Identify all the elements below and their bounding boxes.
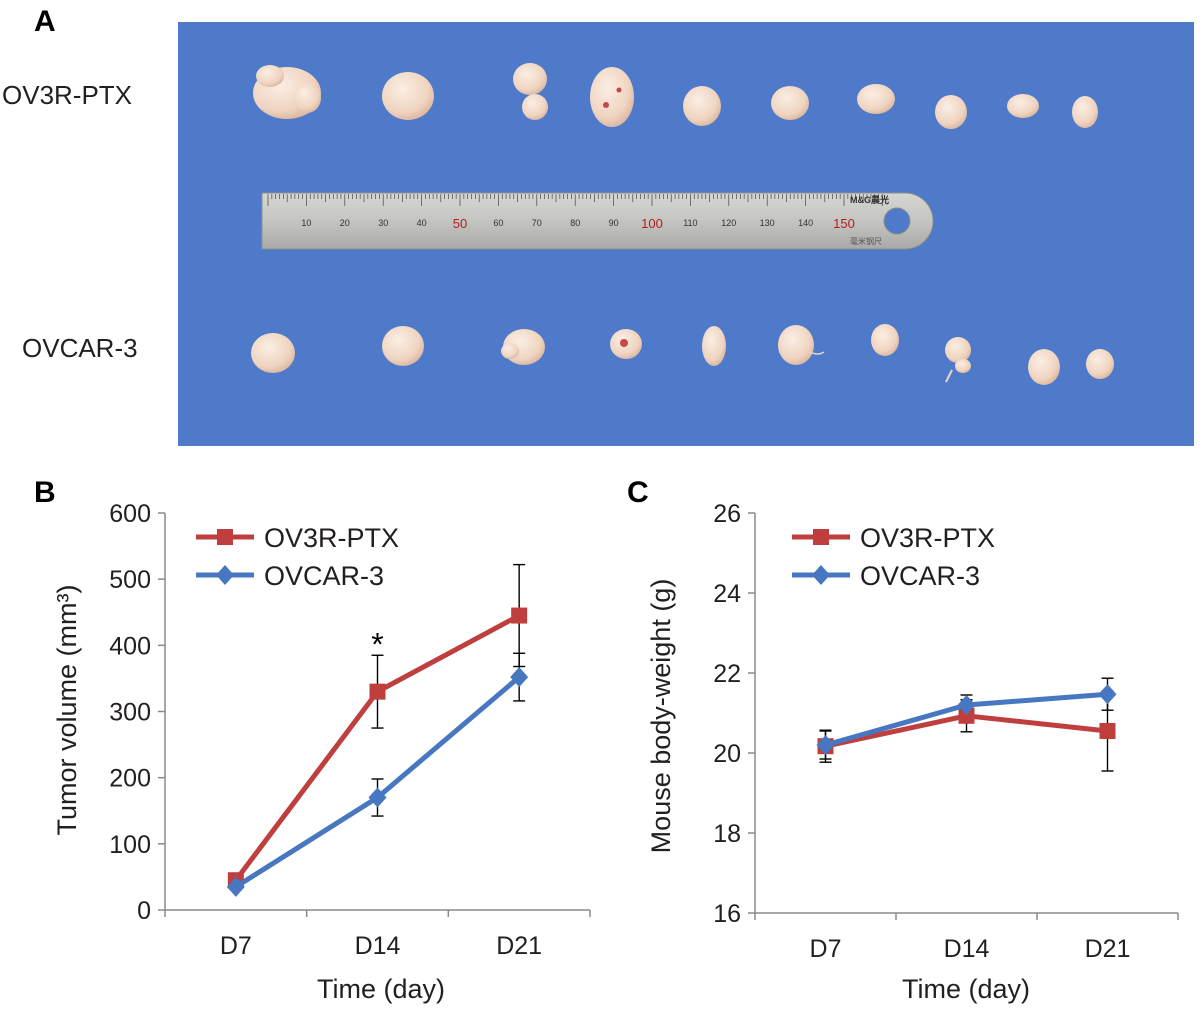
panel-c: C Mouse body-weight (g) Time (day) 16 18 2… — [627, 476, 1179, 1004]
ruler-tick-label: 10 — [301, 218, 311, 228]
tumor — [683, 86, 721, 126]
row-label-ovcar-3: OVCAR-3 — [22, 333, 138, 363]
chart-b-y-tick-label: 0 — [137, 897, 151, 925]
ruler-ticks — [267, 194, 883, 206]
tumor — [513, 63, 548, 120]
tumor — [1028, 349, 1060, 385]
tumor — [382, 72, 434, 120]
ruler-tick-label: 70 — [532, 218, 542, 228]
chart-c-legend-swatch-marker — [812, 565, 830, 585]
chart-c-y-tick-label: 22 — [713, 660, 741, 688]
chart-b-plot: 0 100 200 300 400 500 600 D7 D14 D21 * OV3R-PTX OVCA… — [109, 500, 591, 960]
tumor — [771, 86, 809, 120]
ruler: 10 20 30 40 50 60 70 80 90 100 110 120 130 140 150 M&G… — [261, 192, 934, 250]
chart-c-y-axis-label: Mouse body-weight (g) — [646, 579, 676, 854]
tumor — [1086, 349, 1114, 379]
chart-b-y-tick-label: 300 — [109, 699, 151, 727]
tumor — [590, 67, 634, 127]
chart-c-series-ov3r-ptx-point — [1099, 723, 1116, 739]
tumor — [1072, 96, 1098, 128]
ruler-tick-label: 60 — [493, 218, 503, 228]
chart-c-legend-label: OVCAR-3 — [860, 561, 980, 591]
ruler-tick-label: 80 — [570, 218, 580, 228]
tumor — [251, 333, 295, 373]
row-label-ov3r-ptx: OV3R-PTX — [2, 80, 132, 110]
chart-b-legend-swatch-marker — [216, 565, 234, 585]
chart-c-y-tick-label: 16 — [713, 900, 741, 928]
chart-b-series-ov3r-ptx-point — [511, 607, 528, 624]
chart-c-legend-label: OV3R-PTX — [860, 523, 995, 553]
chart-b-y-tick-label: 500 — [109, 566, 151, 594]
chart-c-y-tick-label: 24 — [713, 580, 741, 608]
tumor — [702, 326, 726, 366]
chart-b-legend-swatch-marker — [217, 529, 233, 545]
chart-b-legend-label: OV3R-PTX — [264, 523, 399, 553]
chart-b-y-tick-label: 600 — [109, 500, 151, 528]
chart-b-y-axis-label: Tumor volume (mm³) — [52, 584, 82, 835]
chart-c-legend-swatch-marker — [813, 529, 829, 545]
chart-c-y-tick-label: 26 — [713, 500, 741, 528]
panel-a: A OV3R-PTX OVCAR-3 10 20 30 40 50 60 70 80 90 100… — [2, 5, 1194, 446]
chart-b-series-ovcar-3-point — [226, 876, 245, 897]
ruler-tick-label: 20 — [340, 218, 350, 228]
chart-b-xlabel: Time (day) — [317, 974, 445, 1004]
chart-c-y-tick-label: 20 — [713, 740, 741, 768]
chart-b-significance-mark: * — [371, 626, 383, 662]
ruler-subtext: 毫米钢尺 — [850, 236, 882, 246]
chart-c-xlabel: Time (day) — [902, 974, 1030, 1004]
chart-c-series-ovcar-3-point — [1098, 684, 1117, 705]
ruler-tick-label: 150 — [833, 216, 855, 231]
chart-c-series-ov3r-ptx-point — [958, 707, 975, 724]
chart-c-y-tick-label: 18 — [713, 820, 741, 848]
panel-b-letter: B — [34, 476, 56, 509]
tumor-row-ov3r-ptx — [253, 63, 1098, 129]
tumor — [857, 84, 895, 114]
ruler-labels: 10 20 30 40 50 60 70 80 90 100 110 120 130 140 150 — [301, 216, 854, 231]
tumor — [935, 95, 967, 129]
chart-c-ylabel: Mouse body-weight (g) — [646, 579, 676, 854]
chart-b-series-ov3r-ptx-point — [369, 683, 386, 700]
ruler-tick-label: 90 — [609, 218, 619, 228]
ruler-tick-label: 120 — [721, 218, 736, 228]
ruler-tick-label: 40 — [417, 218, 427, 228]
chart-b-x-tick-label: D14 — [355, 932, 401, 960]
ruler-tick-label: 140 — [798, 218, 813, 228]
ruler-tick-label: 30 — [378, 218, 388, 228]
tumor — [945, 337, 971, 383]
panel-b: B Tumor volume (mm³) Time (day) 0 100 200 3… — [34, 476, 591, 1004]
chart-b-series-ovcar-3-point — [368, 787, 387, 808]
tumor — [610, 329, 642, 359]
chart-b-legend-label: OVCAR-3 — [264, 561, 384, 591]
chart-c-x-tick-label: D7 — [810, 935, 842, 963]
chart-b-y-tick-label: 400 — [109, 632, 151, 660]
tumor — [253, 65, 321, 119]
chart-c-plot: 16 18 20 22 24 26 D7 D14 D21 OV3R-PTX OVCAR-3 — [713, 500, 1179, 963]
chart-b-series-ovcar-3-point — [510, 667, 529, 688]
chart-c-series-ovcar-3-point — [957, 695, 976, 715]
tumor — [778, 325, 825, 365]
chart-c-series-ovcar-3-point — [816, 735, 835, 755]
tumor — [871, 324, 899, 356]
chart-b-y-tick-label: 100 — [109, 831, 151, 859]
tumor — [382, 326, 424, 366]
ruler-tick-label: 50 — [453, 216, 467, 231]
chart-c-x-tick-label: D14 — [944, 935, 990, 963]
tumor — [1007, 94, 1039, 118]
panel-a-letter: A — [34, 5, 56, 38]
panel-c-letter: C — [627, 476, 649, 509]
chart-b-x-tick-label: D7 — [220, 932, 252, 960]
ruler-tick-label: 130 — [760, 218, 775, 228]
chart-b-ylabel: Tumor volume (mm³) — [52, 584, 82, 835]
ruler-tick-label: 110 — [683, 218, 697, 228]
chart-c-x-tick-label: D21 — [1085, 935, 1131, 963]
ruler-brand: M&G晨光 — [850, 194, 889, 205]
chart-b-y-tick-label: 200 — [109, 765, 151, 793]
ruler-tick-label: 100 — [641, 216, 663, 231]
tumor-row-ovcar-3 — [251, 324, 1114, 385]
chart-b-x-tick-label: D21 — [496, 932, 542, 960]
tumor — [501, 329, 545, 365]
